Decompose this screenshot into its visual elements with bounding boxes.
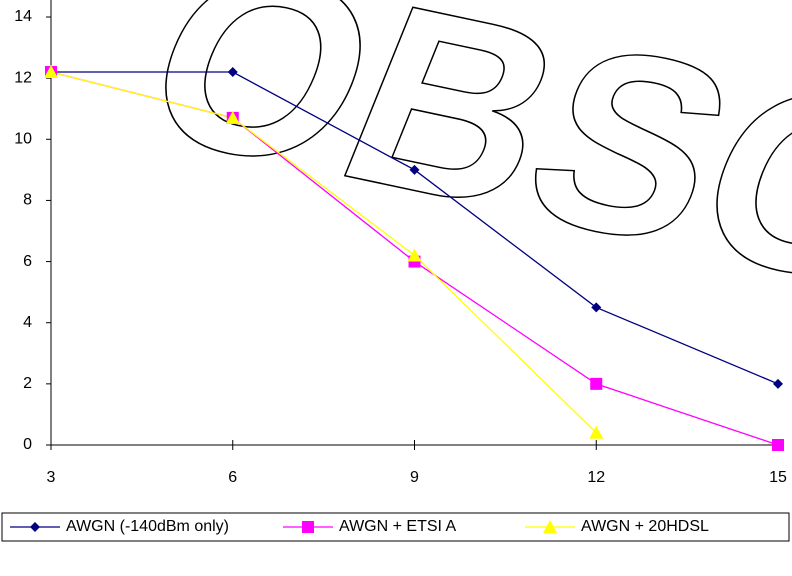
y-tick-label: 0: [23, 436, 32, 453]
legend-label: AWGN + 20HDSL: [581, 518, 709, 535]
y-tick-label: 8: [23, 192, 32, 209]
data-point: [590, 378, 602, 390]
y-tick-label: 10: [14, 131, 32, 148]
legend-label: AWGN (-140dBm only): [66, 518, 229, 535]
x-tick-label: 15: [769, 469, 787, 486]
data-point: [591, 302, 601, 312]
y-tick-label: 2: [23, 375, 32, 392]
legend-label: AWGN + ETSI A: [339, 518, 457, 535]
y-tick-label: 6: [23, 253, 32, 270]
x-tick-label: 3: [47, 469, 56, 486]
x-tick-label: 9: [410, 469, 419, 486]
y-tick-label: 14: [14, 8, 32, 25]
legend-marker: [302, 521, 314, 533]
page: {"chart_data": {"type": "line", "waterma…: [0, 0, 792, 576]
legend-marker: [30, 522, 40, 532]
data-point: [772, 439, 784, 451]
y-tick-label: 12: [14, 69, 32, 86]
data-point: [408, 248, 422, 261]
chart: OBSOLETE 024681012143691215AWGN (-140dBm…: [0, 0, 792, 576]
data-point: [773, 379, 783, 389]
y-tick-label: 4: [23, 314, 32, 331]
x-tick-label: 6: [228, 469, 237, 486]
x-tick-label: 12: [587, 469, 605, 486]
